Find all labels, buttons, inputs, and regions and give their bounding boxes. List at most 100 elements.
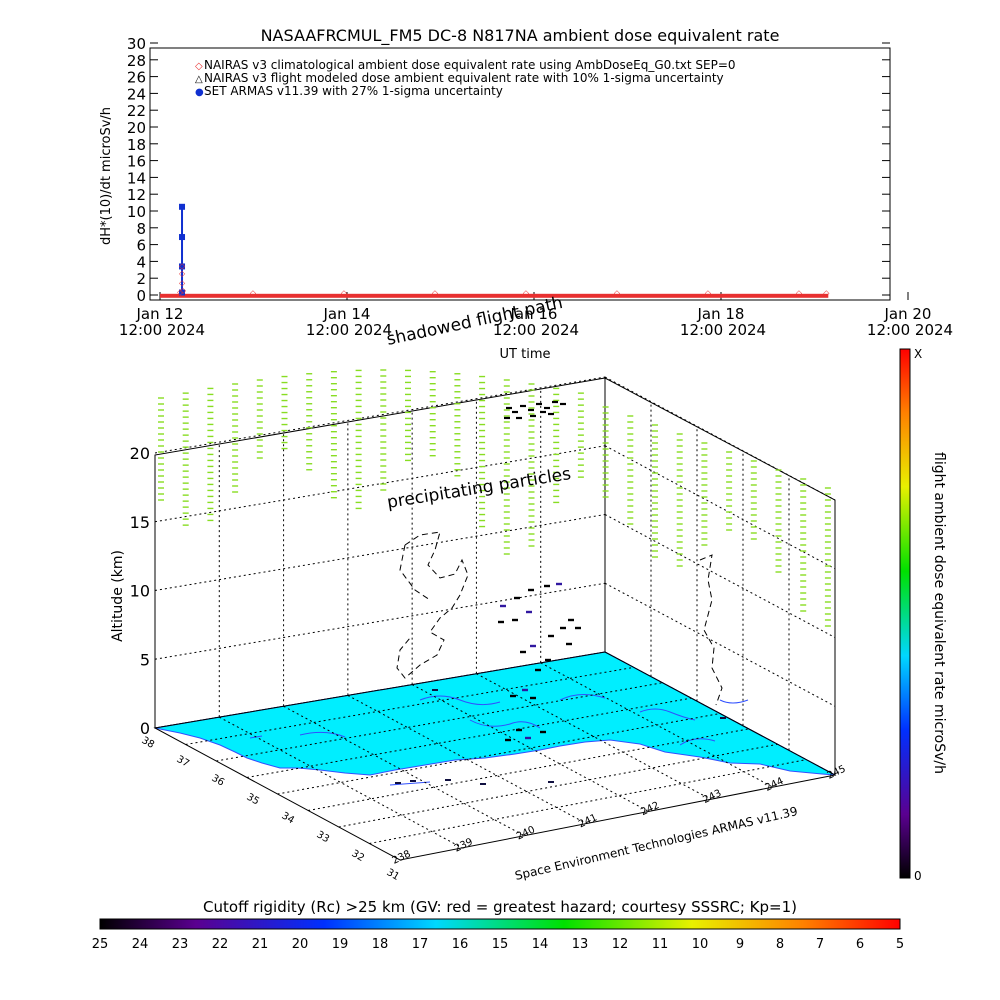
cutoff-tick-label: 8	[776, 937, 784, 952]
cutoff-tick-label: 7	[816, 937, 824, 952]
z-axis-ticks: 0 5 10 15 20	[130, 444, 150, 738]
legend-symbol: △	[195, 74, 203, 85]
floor-frame	[153, 651, 837, 861]
cutoff-tick-label: 18	[372, 937, 389, 952]
lat-tick-label: 34	[280, 811, 297, 827]
floor-grid-line	[185, 666, 634, 745]
floor-grid-line	[219, 716, 463, 849]
z-tick-label: 20	[130, 444, 150, 463]
cutoff-tick-label: 19	[332, 937, 349, 952]
armas-point	[179, 289, 186, 296]
wall-grid-line	[154, 514, 606, 591]
cutoff-tick-label: 20	[292, 937, 309, 952]
lon-tick-label: 241	[577, 812, 599, 830]
legend-label: SET ARMAS v11.39 with 27% 1-sigma uncert…	[204, 84, 503, 98]
y-tick-label: 22	[127, 102, 146, 120]
y-axis-label: dH*(10)/dt microSv/h	[99, 107, 114, 245]
cutoff-colorbar-ticks: 25 24 23 22 21 20 19 18 17 16 15 14 13 12 11 10 9 8 7 6 5	[92, 937, 904, 952]
nairas-point: ◇	[179, 269, 186, 278]
y-tick-label: 10	[127, 203, 146, 221]
cutoff-tick-label: 13	[572, 937, 589, 952]
y-tick-label: 24	[127, 85, 146, 103]
x-tick-day: Jan 12	[136, 305, 184, 323]
nairas-point: ◇	[250, 288, 257, 297]
wall-grid-line	[154, 376, 606, 454]
wall-grid-line	[154, 582, 606, 660]
cutoff-tick-label: 17	[412, 937, 429, 952]
dose-colorbar-gradient	[899, 348, 911, 879]
lat-tick-label: 32	[350, 848, 367, 864]
floor-grid-line	[369, 759, 807, 844]
lon-tick-label: 244	[763, 776, 785, 794]
floor-grid-line	[216, 682, 663, 762]
z-axis-label: Altitude (km)	[110, 550, 126, 642]
y-tick-label: 2	[136, 270, 146, 288]
plot-frame	[149, 47, 891, 301]
lon-tick-label: 239	[453, 837, 475, 855]
dose-colorbar-label: flight ambient dose equivalent rate micr…	[931, 452, 947, 774]
z-tick-label: 5	[140, 650, 150, 669]
cutoff-tick-label: 12	[612, 937, 629, 952]
y-tick-label: 0	[136, 287, 146, 305]
nairas-point: ◇	[705, 288, 712, 297]
lon-tick-label: 240	[515, 824, 537, 842]
x-tick-day: Jan 16	[510, 305, 558, 323]
z-tick-label: 15	[130, 513, 150, 532]
surface-contours	[249, 694, 749, 786]
credit-label: Space Environment Technologies ARMAS v11…	[514, 804, 799, 883]
armas-point	[179, 234, 186, 241]
precipitating-particles	[158, 369, 831, 627]
x-tick-time: 12:00 2024	[493, 321, 579, 339]
wall-grid-line	[604, 445, 836, 570]
cutoff-tick-label: 6	[856, 937, 864, 952]
lon-tick-label: 245	[826, 764, 848, 782]
nairas-point: ◇	[523, 288, 530, 297]
nairas-point: ◇	[180, 286, 187, 295]
cutoff-colorbar: Cutoff rigidity (Rc) >25 km (GV: red = g…	[92, 898, 904, 952]
wall-grid-line	[604, 582, 836, 707]
nairas-point: ◇	[179, 278, 186, 287]
y-tick-label: 18	[127, 136, 146, 154]
x-tick-time: 12:00 2024	[119, 321, 205, 339]
timeseries-panel: NASAAFRCMUL_FM5 DC-8 N817NA ambient dose…	[99, 26, 953, 362]
y-tick-label: 4	[136, 253, 146, 271]
cutoff-tick-label: 15	[492, 937, 509, 952]
cutoff-tick-label: 16	[452, 937, 469, 952]
nairas-point: ◇	[179, 262, 186, 271]
z-tick-label: 0	[140, 719, 150, 738]
shadowed-flight-path	[396, 531, 723, 706]
nairas-point: ◇	[823, 288, 830, 297]
cutoff-tick-label: 5	[896, 937, 904, 952]
wall-grid-line	[154, 445, 606, 523]
legend: ◇ NAIRAS v3 climatological ambient dose e…	[195, 58, 736, 98]
cutoff-colorbar-gradient	[99, 918, 901, 930]
chart-title: NASAAFRCMUL_FM5 DC-8 N817NA ambient dose…	[261, 26, 780, 46]
legend-symbol: ●	[195, 87, 204, 98]
series-group: ◇◇◇◇◇ ◇ ◇ ◇ ◇ ◇ ◇ ◇ ◇	[160, 203, 830, 298]
lon-tick-label: 238	[391, 849, 413, 867]
legend-label: NAIRAS v3 flight modeled dose ambient eq…	[204, 71, 724, 85]
x-tick-time: 12:00 2024	[867, 321, 953, 339]
y-tick-label: 14	[127, 169, 146, 187]
armas-point	[179, 263, 186, 270]
floor-grid-line	[283, 705, 525, 837]
nairas-point: ◇	[614, 288, 621, 297]
cutoff-tick-label: 9	[736, 937, 744, 952]
y-tick-label: 20	[127, 119, 146, 137]
floor-grid-line	[540, 662, 774, 788]
floor-grid-line	[347, 694, 587, 825]
floor-grid	[185, 662, 807, 849]
floor-grid-line	[246, 697, 692, 778]
cutoff-tick-label: 24	[132, 937, 149, 952]
x-tick-day: Jan 18	[697, 305, 745, 323]
lon-tick-label: 243	[701, 788, 723, 806]
z-tick-label: 10	[130, 582, 150, 601]
wall-grid-line	[604, 514, 836, 638]
annotation-precipitating-particles: precipitating particles	[386, 464, 573, 513]
x-tick-day: Jan 20	[884, 305, 932, 323]
y-tick-label: 30	[127, 35, 146, 53]
x-tick-time: 12:00 2024	[680, 321, 766, 339]
